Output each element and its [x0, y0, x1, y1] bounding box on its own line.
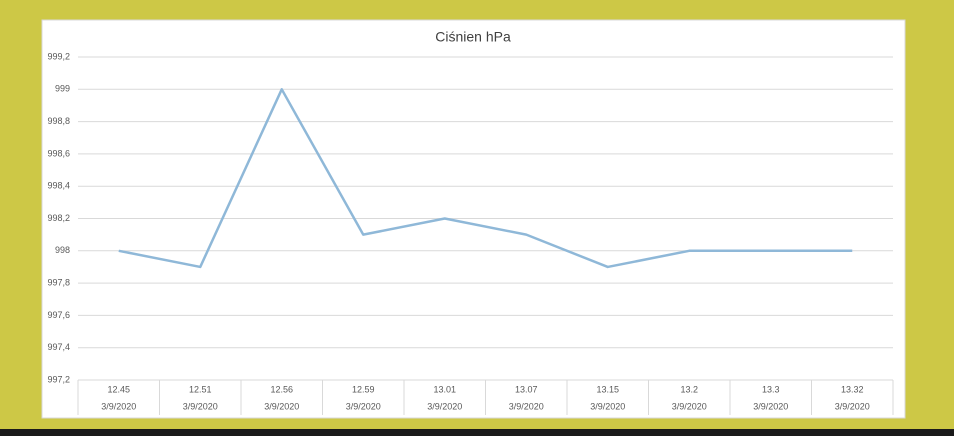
x-date-label: 3/9/2020	[346, 401, 381, 411]
x-date-label: 3/9/2020	[753, 401, 788, 411]
x-date-label: 3/9/2020	[264, 401, 299, 411]
y-tick-label: 999,2	[47, 51, 70, 61]
y-tick-label: 997,2	[47, 374, 70, 384]
x-tick-label: 13.15	[596, 384, 619, 394]
x-tick-label: 12.59	[352, 384, 375, 394]
x-tick-label: 13.07	[515, 384, 538, 394]
x-date-label: 3/9/2020	[101, 401, 136, 411]
y-tick-label: 998,8	[47, 116, 70, 126]
y-tick-label: 999	[55, 84, 70, 94]
x-tick-label: 13.2	[680, 384, 698, 394]
x-date-label: 3/9/2020	[672, 401, 707, 411]
line	[118, 88, 853, 269]
x-date-label: 3/9/2020	[835, 401, 870, 411]
x-date-label: 3/9/2020	[183, 401, 218, 411]
x-tick-label: 13.32	[841, 384, 864, 394]
x-date-label: 3/9/2020	[509, 401, 544, 411]
x-tick-label: 12.56	[270, 384, 293, 394]
x-date-label: 3/9/2020	[590, 401, 625, 411]
x-tick-label: 13.3	[762, 384, 780, 394]
y-tick-label: 998	[55, 245, 70, 255]
bottom-edge	[0, 429, 954, 436]
x-date-label: 3/9/2020	[427, 401, 462, 411]
y-tick-label: 997,6	[47, 310, 70, 320]
y-tick-label: 997,8	[47, 277, 70, 287]
y-tick-label: 997,4	[47, 342, 70, 352]
x-tick-label: 13.01	[433, 384, 456, 394]
x-tick-label: 12.45	[107, 384, 130, 394]
chart-title: Ciśnien hPa	[435, 29, 511, 45]
y-tick-label: 998,4	[47, 181, 70, 191]
y-tick-label: 998,6	[47, 148, 70, 158]
x-tick-label: 12.51	[189, 384, 212, 394]
y-tick-label: 998,2	[47, 213, 70, 223]
